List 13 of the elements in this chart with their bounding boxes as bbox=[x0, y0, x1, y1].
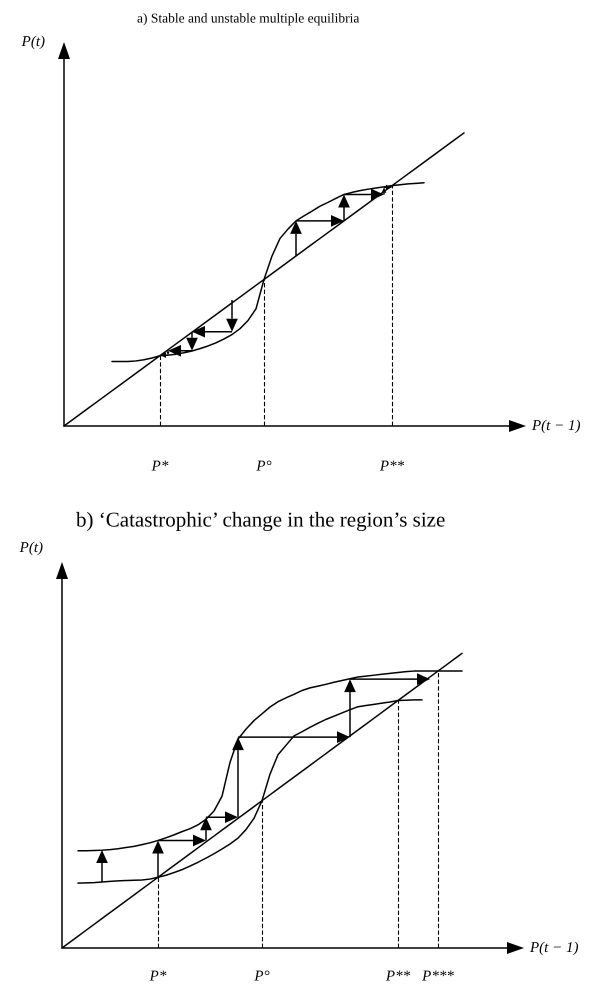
x-axis-title: P(t − 1) bbox=[531, 418, 580, 434]
x-tick-label: P° bbox=[255, 458, 272, 474]
chart-title: a) Stable and unstable multiple equilibria bbox=[137, 10, 360, 26]
x-tick-label: P** bbox=[384, 968, 411, 984]
x-tick-label: P* bbox=[148, 968, 167, 984]
x-tick-label: P* bbox=[150, 458, 169, 474]
x-tick-label: P° bbox=[253, 968, 270, 984]
x-axis-title: P(t − 1) bbox=[529, 940, 578, 956]
x-tick-label: P*** bbox=[421, 968, 454, 984]
x-tick-label: P** bbox=[378, 458, 405, 474]
y-axis-title: P(t) bbox=[20, 34, 45, 50]
y-axis-title: P(t) bbox=[18, 540, 43, 556]
chart-title: b) ‘Catastrophic’ change in the region’s size bbox=[76, 508, 446, 532]
